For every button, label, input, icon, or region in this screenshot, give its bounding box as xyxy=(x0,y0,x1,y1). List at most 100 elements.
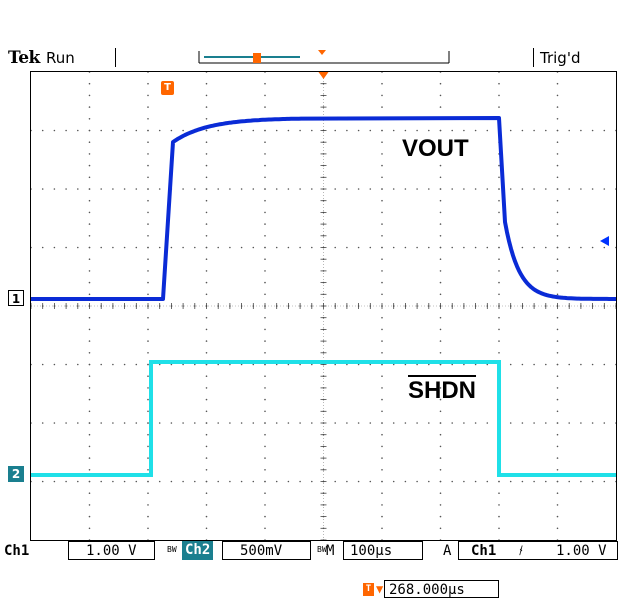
grid-dot xyxy=(170,480,173,483)
grid-dot xyxy=(264,72,266,73)
grid-dot xyxy=(158,422,161,424)
grid-dot xyxy=(240,480,243,483)
grid-dot xyxy=(182,188,184,190)
grid-dot xyxy=(311,188,313,190)
grid-dot xyxy=(439,258,442,260)
grid-dot xyxy=(451,363,454,366)
grid-dot xyxy=(615,480,616,483)
grid-dot xyxy=(346,422,348,424)
grid-dot xyxy=(498,72,500,73)
grid-dot xyxy=(88,422,91,424)
grid-dot xyxy=(205,422,208,424)
grid-dot xyxy=(439,246,442,249)
grid-dot xyxy=(205,258,208,260)
grid-dot xyxy=(217,480,219,483)
grid-dot xyxy=(88,445,91,448)
grid-dot xyxy=(603,246,606,249)
grid-dot xyxy=(182,363,184,366)
grid-dot xyxy=(556,118,559,120)
grid-dot xyxy=(158,363,161,366)
grid-dot xyxy=(275,480,278,483)
grid-dot xyxy=(521,480,524,483)
grid-dot xyxy=(451,422,454,424)
grid-dot xyxy=(205,176,208,179)
grid-dot xyxy=(381,445,383,448)
grid-dot xyxy=(147,515,149,518)
grid-dot xyxy=(439,504,442,506)
grid-dot xyxy=(369,246,372,249)
grid-dot xyxy=(205,106,208,108)
grid-dot xyxy=(205,539,208,540)
grid-dot xyxy=(486,246,489,249)
grid-dot xyxy=(88,387,91,389)
grid-dot xyxy=(41,363,44,366)
grid-dot xyxy=(486,363,489,366)
vout-trace-label: VOUT xyxy=(402,135,469,162)
grid-dot xyxy=(205,153,208,155)
grid-dot xyxy=(474,246,477,249)
grid-dot xyxy=(147,223,149,225)
grid-dot xyxy=(240,363,243,366)
grid-dot xyxy=(334,129,337,132)
grid-dot xyxy=(147,480,149,483)
grid-dot xyxy=(112,422,114,424)
grid-dot xyxy=(603,129,606,132)
grid-dot xyxy=(556,539,559,540)
grid-dot xyxy=(65,188,67,190)
grid-dot xyxy=(381,492,383,495)
grid-dot xyxy=(428,129,430,132)
grid-dot xyxy=(498,164,500,167)
grid-dot xyxy=(182,480,184,483)
grid-dot xyxy=(439,188,442,190)
grid-dot xyxy=(404,246,407,249)
grid-dot xyxy=(556,504,559,506)
grid-dot xyxy=(41,188,44,190)
grid-dot xyxy=(498,223,500,225)
ch2-ground-marker: 2 xyxy=(8,466,24,482)
grid-dot xyxy=(88,457,91,459)
grid-dot xyxy=(439,433,442,436)
grid-dot xyxy=(498,340,500,342)
grid-dot xyxy=(404,129,407,132)
grid-dot xyxy=(498,352,500,354)
grid-dot xyxy=(194,422,196,424)
grid-dot xyxy=(147,153,149,155)
grid-dot xyxy=(147,293,149,296)
grid-dot xyxy=(240,246,243,249)
status-bar-top: Tek Run Trig'd xyxy=(0,44,619,70)
grid-dot xyxy=(556,410,559,413)
grid-dot xyxy=(346,363,348,366)
grid-dot xyxy=(311,129,313,132)
grid-dot xyxy=(556,188,559,190)
grid-dot xyxy=(439,72,442,73)
grid-dot xyxy=(404,188,407,190)
grid-dot xyxy=(88,188,91,190)
grid-dot xyxy=(88,328,91,331)
trigger-position-value: 268.000µs xyxy=(384,580,499,598)
grid-dot xyxy=(439,176,442,179)
grid-dot xyxy=(381,398,383,401)
grid-dot xyxy=(381,211,383,214)
timebase-prefix: M xyxy=(326,543,335,559)
grid-dot xyxy=(381,457,383,459)
grid-dot xyxy=(264,457,266,459)
grid-dot xyxy=(147,72,149,73)
grid-dot xyxy=(112,188,114,190)
grid-dot xyxy=(217,422,219,424)
grid-dot xyxy=(112,363,114,366)
grid-dot xyxy=(205,235,208,237)
grid-dot xyxy=(252,363,255,366)
grid-dot xyxy=(135,422,138,424)
grid-dot xyxy=(205,82,208,85)
grid-dot xyxy=(135,480,138,483)
grid-dot xyxy=(509,363,512,366)
grid-dot xyxy=(439,480,442,483)
grid-dot xyxy=(591,480,594,483)
grid-dot xyxy=(439,328,442,331)
trigger-source: Ch1 xyxy=(471,543,497,559)
grid-dot xyxy=(229,363,231,366)
grid-dot xyxy=(147,164,149,167)
grid-dot xyxy=(439,352,442,354)
grid-dot xyxy=(229,129,231,132)
trigger-mode: A xyxy=(443,543,452,559)
